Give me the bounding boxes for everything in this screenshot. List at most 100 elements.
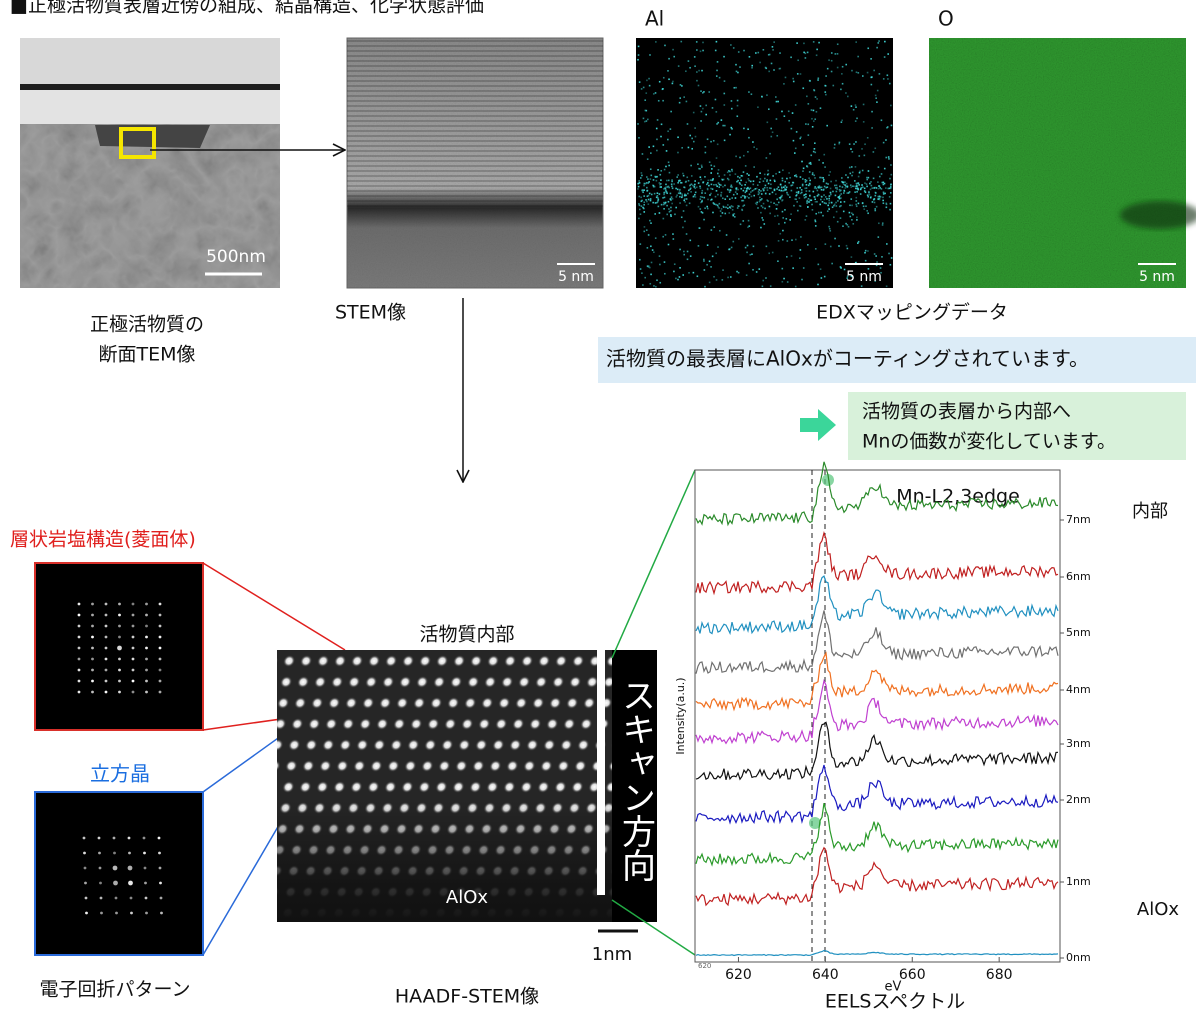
edx-dot <box>663 188 665 190</box>
edx-dot <box>811 118 813 120</box>
diffraction-spot <box>159 636 162 639</box>
edx-dot <box>792 267 794 269</box>
stem-scale-label: 5 nm <box>558 269 594 285</box>
edx-dot <box>747 226 749 228</box>
edx-dot <box>863 208 865 210</box>
edx-dot <box>648 78 650 80</box>
edx-dot <box>702 196 704 198</box>
edx-dot <box>827 68 829 70</box>
edx-dot <box>794 198 796 200</box>
edx-dot <box>782 281 784 283</box>
edx-dot <box>782 169 784 171</box>
edx-dot <box>639 209 641 211</box>
edx-dot <box>657 192 659 194</box>
haadf-fade <box>277 800 612 922</box>
edx-dot <box>732 214 734 216</box>
edx-dot <box>729 174 731 176</box>
edx-dot <box>833 216 835 218</box>
edx-dot <box>831 60 833 62</box>
offset-label: 1nm <box>1066 875 1091 888</box>
offset-label: 2nm <box>1066 793 1091 806</box>
diffraction-spot <box>160 912 163 915</box>
haadf-scale-label: 1nm <box>592 944 632 965</box>
edx-dot <box>705 114 707 116</box>
edx-dot <box>656 128 658 130</box>
edx-dot <box>720 215 722 217</box>
edx-dot <box>871 111 873 113</box>
edx-dot <box>878 166 880 168</box>
diffraction-spot <box>118 636 121 639</box>
edx-dot <box>806 184 808 186</box>
diffraction-spot <box>132 647 135 650</box>
edx-dot <box>734 216 736 218</box>
edx-dot <box>746 252 748 254</box>
edx-dot <box>756 176 758 178</box>
edx-dot <box>713 184 715 186</box>
edx-dot <box>838 143 840 145</box>
edx-dot <box>751 253 753 255</box>
edx-dot <box>664 261 666 263</box>
edx-dot <box>737 189 739 191</box>
edx-dot <box>670 210 672 212</box>
edx-dot <box>640 268 642 270</box>
callout-arrow <box>800 409 836 441</box>
edx-dot <box>702 190 704 192</box>
edx-dot <box>782 211 784 213</box>
edx-dot <box>870 58 872 60</box>
edx-dot <box>730 44 732 46</box>
edx-dot <box>700 176 702 178</box>
edx-dot <box>888 156 890 158</box>
stem-caption: STEM像 <box>335 302 406 324</box>
edx-dot <box>680 192 682 194</box>
edx-dot <box>659 81 661 83</box>
edx-dot <box>797 73 799 75</box>
edx-dot <box>889 178 891 180</box>
edx-dot <box>807 52 809 54</box>
edx-dot <box>710 188 712 190</box>
edx-dot <box>707 208 709 210</box>
edx-dot <box>838 196 840 198</box>
edx-dot <box>732 209 734 211</box>
edx-dot <box>641 200 643 202</box>
diffraction-spot <box>145 625 148 628</box>
diffraction-spot <box>113 881 118 886</box>
edx-dot <box>716 279 718 281</box>
edx-dot <box>683 200 685 202</box>
edx-dot <box>825 196 827 198</box>
edx-dot <box>689 135 691 137</box>
edx-dot <box>856 183 858 185</box>
edx-dot <box>715 99 717 101</box>
edx-dot <box>821 189 823 191</box>
edx-dot <box>753 166 755 168</box>
edx-dot <box>711 184 713 186</box>
edx-dot <box>858 176 860 178</box>
edx-dot <box>781 190 783 192</box>
edx-dot <box>680 41 682 43</box>
edx-dot <box>796 201 798 203</box>
edx-dot <box>831 52 833 54</box>
edx-dot <box>697 275 699 277</box>
edx-dot <box>811 109 813 111</box>
edx-dot <box>693 186 695 188</box>
edx-dot <box>714 203 716 205</box>
edx-dot <box>847 96 849 98</box>
edx-dot <box>882 197 884 199</box>
diffraction-spot <box>91 658 94 661</box>
edx-dot <box>652 202 654 204</box>
diffraction-spot <box>113 866 118 871</box>
edx-dot <box>739 177 741 179</box>
edx-dot <box>821 277 823 279</box>
edx-dot <box>855 106 857 108</box>
edx-dot <box>716 123 718 125</box>
edx-dot <box>784 185 786 187</box>
edx-dot <box>865 250 867 252</box>
edx-dot <box>851 105 853 107</box>
edx-dot <box>675 207 677 209</box>
diffraction-spot <box>78 625 81 628</box>
edx-dot <box>649 283 651 285</box>
edx-dot <box>840 217 842 219</box>
edx-dot <box>764 187 766 189</box>
edx-dot <box>781 200 783 202</box>
edx-dot <box>772 46 774 48</box>
edx-dot <box>852 223 854 225</box>
